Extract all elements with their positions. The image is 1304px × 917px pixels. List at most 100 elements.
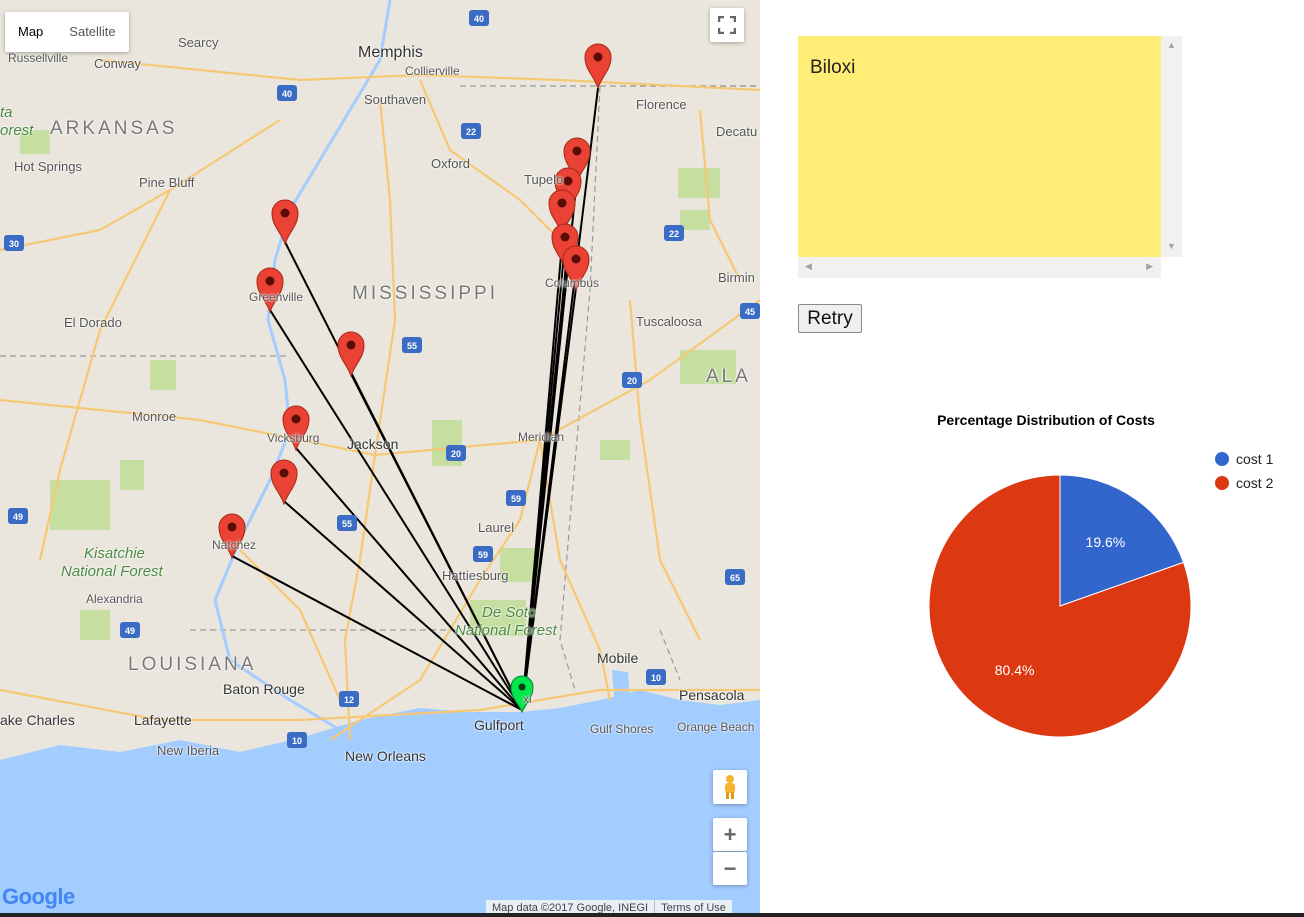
place-label: Memphis (358, 44, 423, 61)
retry-button[interactable]: Retry (798, 304, 862, 333)
scroll-down-icon[interactable]: ▼ (1167, 241, 1176, 251)
place-label: ARKANSAS (50, 118, 178, 139)
place-label: Tupelo (524, 172, 564, 187)
place-label: New Iberia (157, 743, 220, 758)
place-label: MISSISSIPPI (352, 283, 498, 304)
map-marker[interactable] (256, 267, 284, 314)
taskbar-strip (0, 913, 1304, 917)
highway-label: 49 (13, 512, 23, 522)
forest-areas (20, 130, 736, 640)
google-logo-text: Google (2, 884, 75, 909)
pie-slice-label: 19.6% (1086, 534, 1126, 550)
highway-label: 45 (745, 307, 755, 317)
place-label: Pensacola (679, 687, 745, 703)
lake-pontchartrain (330, 738, 420, 762)
map-marker[interactable] (563, 137, 591, 184)
roads (0, 58, 760, 741)
place-label: Birmin (718, 270, 755, 285)
place-label: Collierville (405, 64, 460, 78)
highway-label: 10 (651, 673, 661, 683)
map-type-control: Map Satellite (5, 12, 129, 52)
vertical-scrollbar[interactable]: ▲ ▼ (1161, 36, 1182, 257)
pie-slice-cost-2[interactable] (928, 474, 1192, 738)
zoom-in-button[interactable]: + (713, 818, 747, 851)
map-marker[interactable] (562, 245, 590, 292)
highway-shields: 40 40 22 22 30 55 20 20 59 59 55 49 49 6… (4, 10, 760, 748)
street-view-button[interactable] (713, 770, 747, 804)
highway-label: 65 (730, 573, 740, 583)
mississippi-river (213, 0, 392, 732)
place-label: Oxford (431, 156, 471, 171)
place-label: Mobile (597, 650, 639, 666)
map-marker[interactable] (548, 189, 576, 236)
place-label: Hot Springs (14, 159, 82, 174)
map-canvas[interactable]: 40 40 22 22 30 55 20 20 59 59 55 49 49 6… (0, 0, 760, 917)
google-logo[interactable]: Google (2, 884, 75, 910)
place-label: Gulf Shores (590, 722, 654, 736)
legend-swatch (1215, 452, 1229, 466)
map-data-attribution[interactable]: Map data ©2017 Google, INEGI (492, 902, 649, 914)
map-marker[interactable] (282, 405, 310, 452)
place-label: orest (0, 122, 34, 139)
highway-label: 22 (669, 229, 679, 239)
place-label: Jackson (347, 436, 399, 452)
map-marker[interactable] (337, 331, 365, 378)
markers[interactable] (218, 43, 612, 714)
fullscreen-button[interactable] (710, 8, 744, 42)
route-lines (231, 87, 599, 711)
place-label: LOUISIANA (128, 654, 257, 675)
location-textarea-content[interactable]: Biloxi (798, 36, 1161, 257)
highway-label: 55 (342, 519, 352, 529)
location-textarea[interactable]: Biloxi ▲ ▼ ◀ ▶ (798, 36, 1182, 278)
place-label: Natchez (212, 538, 257, 552)
highway-label: 59 (511, 494, 521, 504)
pie-labels: 19.6% 80.4% (995, 534, 1125, 678)
map-marker[interactable] (218, 513, 246, 560)
map-marker[interactable] (554, 167, 582, 214)
horizontal-scrollbar[interactable]: ◀ ▶ (798, 257, 1161, 278)
place-label: Pine Bluff (139, 175, 195, 190)
map[interactable]: 40 40 22 22 30 55 20 20 59 59 55 49 49 6… (0, 0, 760, 917)
place-label: Southaven (364, 92, 427, 107)
place-label: Conway (94, 56, 141, 71)
place-label: Columbus (545, 276, 600, 290)
place-label: De Soto (482, 604, 537, 621)
highway-label: 10 (292, 736, 302, 746)
map-marker[interactable] (271, 199, 299, 246)
place-label: Hattiesburg (442, 568, 509, 583)
pegman-icon (725, 775, 735, 799)
highway-label: 40 (282, 89, 292, 99)
highway-label: 59 (478, 550, 488, 560)
highway-label: 20 (451, 449, 461, 459)
place-label: Kisatchie (84, 545, 145, 562)
terms-of-use-link[interactable]: Terms of Use (654, 900, 732, 916)
place-label: Gulfport (474, 717, 524, 733)
origin-marker[interactable] (510, 675, 534, 714)
gulf-water (0, 690, 760, 917)
map-type-map-button[interactable]: Map (18, 24, 44, 39)
scroll-left-icon[interactable]: ◀ (805, 261, 812, 271)
zoom-out-button[interactable]: − (713, 852, 747, 885)
place-label: New Orleans (345, 748, 426, 764)
legend-label[interactable]: cost 1 (1236, 451, 1274, 467)
place-label: National Forest (61, 563, 163, 580)
legend-label[interactable]: cost 2 (1236, 475, 1274, 491)
map-type-satellite-button[interactable]: Satellite (69, 24, 116, 39)
highway-label: 55 (407, 341, 417, 351)
place-label: ta (0, 104, 13, 121)
place-label: Alexandria (86, 592, 143, 606)
scroll-right-icon[interactable]: ▶ (1146, 261, 1153, 271)
scroll-up-icon[interactable]: ▲ (1167, 40, 1176, 50)
highway-label: 22 (466, 127, 476, 137)
highway-label: 20 (627, 376, 637, 386)
state-borders (0, 85, 760, 691)
place-label: Greenville (249, 290, 304, 304)
map-footer: Map data ©2017 Google, INEGI Terms of Us… (486, 900, 732, 916)
highway-label: 12 (344, 695, 354, 705)
place-label: Vicksburg (267, 431, 320, 445)
place-label: National Forest (455, 622, 557, 639)
map-marker[interactable] (270, 459, 298, 506)
place-label: Florence (636, 97, 687, 112)
legend-swatch (1215, 476, 1229, 490)
map-marker[interactable] (584, 43, 612, 90)
